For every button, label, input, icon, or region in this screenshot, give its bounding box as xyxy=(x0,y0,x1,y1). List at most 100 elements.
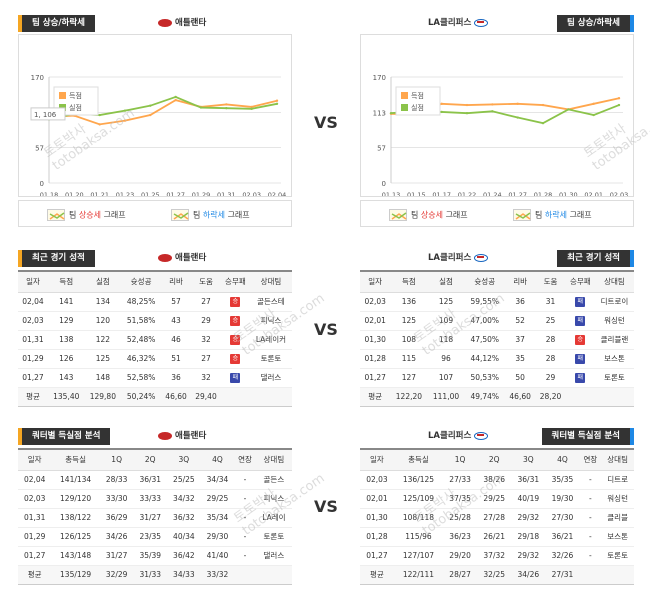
right-recent-table: 일자 득점 실점 슛성공 리바 도움 승무패 상대팀 02,03 136 125 59,55% 36 3… xyxy=(360,272,634,407)
table-row: 01,31 138/122 36/29 31/27 36/32 35/34- LA레이 xyxy=(18,508,292,528)
table-cell: - xyxy=(579,489,602,509)
column-header: 상대팀 xyxy=(594,272,634,293)
average-row: 평균 122,20 111,00 49,74% 46,60 28,20 xyxy=(360,387,634,407)
table-cell: 138 xyxy=(47,330,85,350)
column-header: 도움 xyxy=(535,272,566,293)
data-point xyxy=(516,116,519,119)
result-badge: 패 xyxy=(575,297,586,307)
table-cell: 28/33 xyxy=(99,470,134,490)
table-cell: - xyxy=(579,470,602,490)
column-header: 4Q xyxy=(545,450,580,471)
table-cell: 44,12% xyxy=(464,349,505,369)
table-cell: 28 xyxy=(535,330,566,350)
result-badge: 승 xyxy=(575,335,586,345)
table-cell: 135,40 xyxy=(47,387,85,407)
right-quarter-title: 쿼터별 득실점 분석 xyxy=(541,428,634,445)
table-cell: 51 xyxy=(161,349,192,369)
table-cell: 클리블랜 xyxy=(594,330,634,350)
table-cell: 120 xyxy=(84,311,122,331)
legend-swatch xyxy=(401,104,408,111)
left-trend-legend: 팀 상승세 그래프 팀 하락세 그래프 xyxy=(18,200,292,227)
table-cell: 보스톤 xyxy=(601,527,634,547)
column-header: 실점 xyxy=(84,272,122,293)
table-cell: 02,04 xyxy=(18,292,48,312)
column-header: 3Q xyxy=(167,450,201,471)
data-point xyxy=(516,102,519,106)
clippers-logo-icon xyxy=(474,253,489,262)
table-cell: 골든스 xyxy=(255,470,292,490)
table-cell: 46,32% xyxy=(121,349,162,369)
table-cell: 136/125 xyxy=(393,470,444,490)
table-cell: 27/33 xyxy=(443,470,478,490)
table-row: 01,29 126/125 34/26 23/35 40/34 29/30- 토론토 xyxy=(18,527,292,547)
table-cell: 토론토 xyxy=(601,546,634,566)
legend-label: 실점 xyxy=(411,103,424,112)
hawks-logo-icon xyxy=(158,253,172,262)
table-cell: 52,48% xyxy=(121,330,162,350)
table-cell: 36/32 xyxy=(167,508,201,528)
table-cell: 129 xyxy=(47,311,85,331)
table-cell: - xyxy=(579,508,602,528)
data-point xyxy=(465,111,469,115)
table-cell xyxy=(579,565,602,585)
table-cell: 109 xyxy=(427,311,465,331)
x-tick-label: 01,31 xyxy=(217,191,236,196)
table-cell: 34/26 xyxy=(511,565,546,585)
table-cell: 01,27 xyxy=(18,546,52,566)
column-header: 2Q xyxy=(477,450,512,471)
y-tick-label: 170 xyxy=(31,74,44,82)
table-cell: 29/25 xyxy=(477,489,512,509)
table-cell: 126/125 xyxy=(51,527,100,547)
table-cell: 40/19 xyxy=(511,489,546,509)
table-cell: 01,30 xyxy=(360,330,391,350)
table-cell: 33/33 xyxy=(133,489,168,509)
table-cell: 25 xyxy=(535,311,566,331)
table-cell: - xyxy=(234,470,256,490)
x-tick-label: 01,17 xyxy=(432,191,451,196)
table-row: 02,03 136/125 27/33 38/26 36/31 35/35- 디트로 xyxy=(360,470,634,490)
table-cell: 31/33 xyxy=(133,565,168,585)
table-cell: 47,00% xyxy=(464,311,505,331)
table-cell: 29 xyxy=(191,311,221,331)
table-cell: 47,50% xyxy=(464,330,505,350)
table-cell xyxy=(601,565,634,585)
table-cell: 148 xyxy=(84,368,122,388)
table-row: 02,01 125/109 37/35 29/25 40/19 19/30- 워싱턴 xyxy=(360,489,634,509)
table-cell: 138/122 xyxy=(51,508,100,528)
table-cell: 34/33 xyxy=(167,565,201,585)
x-tick-label: 01,21 xyxy=(90,191,109,196)
table-cell: 46 xyxy=(161,330,192,350)
table-cell: 02,03 xyxy=(18,311,48,331)
table-row: 02,04 141/134 28/33 36/31 25/25 34/34- 골든스 xyxy=(18,470,292,490)
table-cell: 36/31 xyxy=(133,470,168,490)
table-cell: 01,28 xyxy=(360,349,391,369)
chart-tooltip: 1, 106 xyxy=(34,111,57,119)
table-cell: 29 xyxy=(535,368,566,388)
table-cell: 27/31 xyxy=(545,565,580,585)
table-cell: 32/29 xyxy=(99,565,134,585)
left-legend-up: 팀 상승세 그래프 xyxy=(47,209,126,221)
column-header: 일자 xyxy=(360,272,391,293)
data-point xyxy=(389,111,393,115)
legend-label: 득점 xyxy=(411,92,424,100)
table-cell: 143/148 xyxy=(51,546,100,566)
table-cell: 32 xyxy=(191,368,221,388)
table-cell: 35 xyxy=(504,349,536,369)
table-cell: 02,03 xyxy=(360,292,391,312)
right-recent-team: LA클리퍼스 xyxy=(428,250,491,267)
legend-label: 득점 xyxy=(69,92,82,100)
table-cell: 29/18 xyxy=(511,527,546,547)
table-cell: 52 xyxy=(504,311,536,331)
x-tick-label: 02,01 xyxy=(584,191,603,196)
table-row: 01,29 126 125 46,32% 51 27 승 토론토 xyxy=(18,349,292,369)
table-cell: 디트로 xyxy=(601,470,634,490)
data-point xyxy=(123,119,127,122)
up-graph-icon xyxy=(47,209,65,221)
data-point xyxy=(123,109,127,112)
vs-label-1: VS xyxy=(314,113,338,132)
table-cell: 27/30 xyxy=(545,508,580,528)
left-quarter-header: 쿼터별 득실점 분석 애틀랜타 xyxy=(18,428,292,445)
table-cell: 59,55% xyxy=(464,292,505,312)
table-cell: 32/25 xyxy=(477,565,512,585)
right-legend-up: 팀 상승세 그래프 xyxy=(389,209,468,221)
